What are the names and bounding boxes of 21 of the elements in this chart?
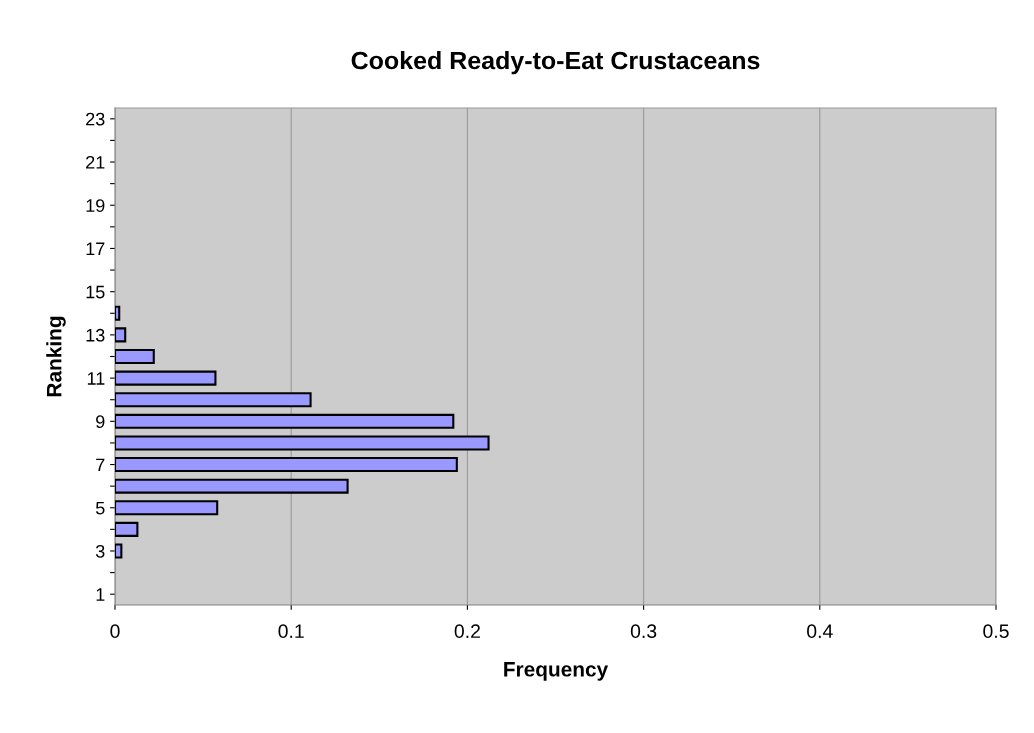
y-tick-label: 19 xyxy=(86,199,105,212)
y-tick-label: 7 xyxy=(96,458,105,472)
y-tick-label: 15 xyxy=(86,285,105,299)
x-tick-label: 0.1 xyxy=(278,624,304,639)
x-tick-label: 0.4 xyxy=(807,624,833,639)
x-axis-title: Frequency xyxy=(504,662,609,681)
y-tick-label: 9 xyxy=(96,415,105,429)
x-tick-label: 0.3 xyxy=(630,624,657,639)
x-tick-label: 0.2 xyxy=(454,624,480,639)
y-tick-label: 23 xyxy=(86,112,105,126)
x-tick-label: 0 xyxy=(110,624,120,639)
y-tick-label: 1 xyxy=(96,588,105,601)
y-tick-label: 13 xyxy=(86,328,105,342)
x-tick-label: 0.5 xyxy=(983,624,1009,639)
y-tick-label: 17 xyxy=(86,242,105,255)
y-axis-title: Ranking xyxy=(46,316,66,397)
y-tick-label: 11 xyxy=(87,372,105,385)
y-tick-label: 21 xyxy=(86,155,105,169)
chart-title: Cooked Ready-to-Eat Crustaceans xyxy=(351,50,760,75)
y-tick-label: 5 xyxy=(95,501,105,515)
y-tick-label: 3 xyxy=(95,544,105,558)
